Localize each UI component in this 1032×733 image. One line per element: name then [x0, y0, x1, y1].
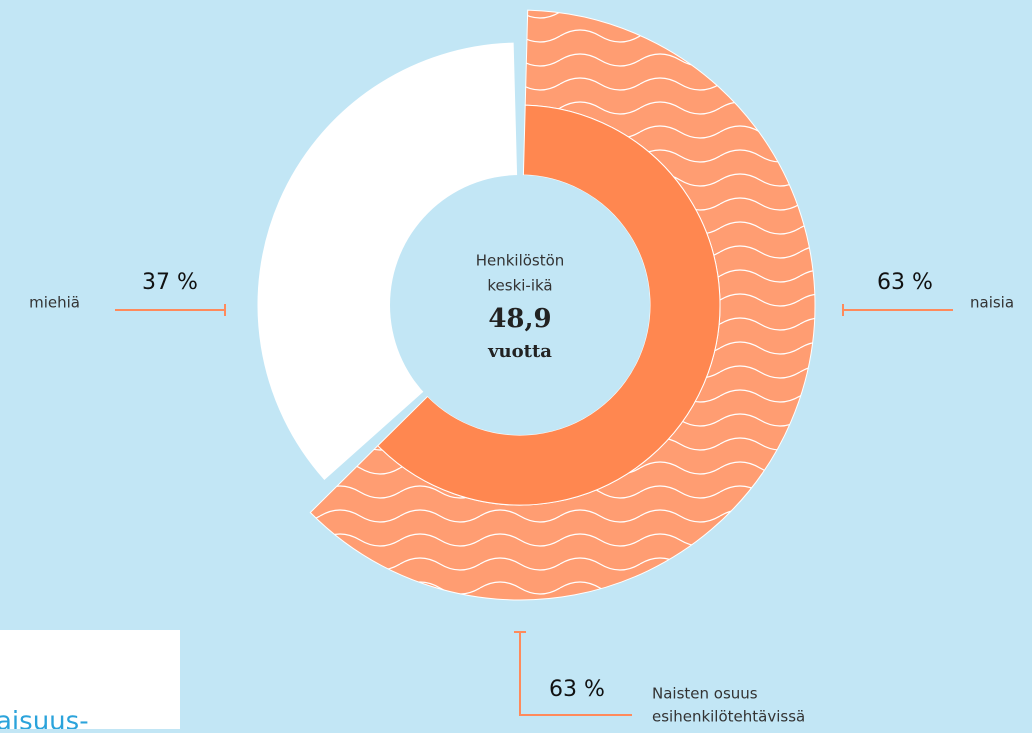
rings [257, 9, 816, 601]
value-label: 37 % [142, 270, 198, 295]
center-title: Henkilöstön [476, 252, 565, 270]
center-value: 48,9 [488, 304, 551, 334]
inner-name: Naisten osuus [652, 685, 758, 703]
center-title: keski-ikä [487, 277, 552, 295]
side-box [0, 630, 180, 729]
side-fragment: aisuus- [0, 707, 89, 730]
category-label: miehiä [29, 294, 80, 312]
center-unit: vuotta [487, 341, 552, 362]
center-circle [390, 175, 650, 435]
inner-value-label: 63 % [549, 677, 605, 702]
inner-name: esihenkilötehtävissä [652, 708, 805, 726]
category-label: naisia [970, 294, 1014, 312]
value-label: 63 % [877, 270, 933, 295]
